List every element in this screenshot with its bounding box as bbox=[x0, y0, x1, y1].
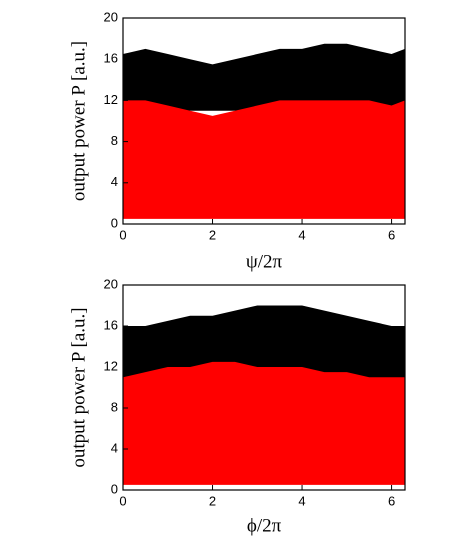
plot-frame bbox=[122, 17, 406, 225]
plot-frame bbox=[122, 284, 406, 491]
x-tick-label: 6 bbox=[388, 493, 395, 508]
y-tick-label: 20 bbox=[104, 9, 118, 24]
y-tick-label: 16 bbox=[104, 51, 118, 66]
scatter-band bbox=[123, 43, 405, 116]
y-tick-label: 0 bbox=[111, 215, 118, 230]
x-tick-label: 4 bbox=[298, 493, 305, 508]
x-tick-label: 6 bbox=[388, 227, 395, 242]
y-tick-label: 0 bbox=[111, 481, 118, 496]
x-axis-label: ϕ/2π bbox=[247, 515, 282, 536]
y-tick-label: 4 bbox=[111, 174, 118, 189]
y-tick-label: 16 bbox=[104, 317, 118, 332]
y-tick-label: 8 bbox=[111, 133, 118, 148]
x-axis-label: ψ/2π bbox=[246, 251, 283, 272]
x-tick-label: 0 bbox=[119, 493, 126, 508]
y-tick-label: 4 bbox=[111, 440, 118, 455]
x-tick-label: 2 bbox=[209, 227, 216, 242]
scatter-band bbox=[123, 361, 405, 485]
y-axis-label: output power P [a.u.] bbox=[68, 41, 89, 201]
x-tick-label: 0 bbox=[119, 227, 126, 242]
y-tick-label: 12 bbox=[104, 358, 118, 373]
scatter-band bbox=[123, 100, 405, 219]
y-tick-label: 8 bbox=[111, 399, 118, 414]
y-tick-label: 20 bbox=[104, 276, 118, 291]
x-tick-label: 2 bbox=[209, 493, 216, 508]
y-tick-label: 12 bbox=[104, 92, 118, 107]
y-axis-label: output power P [a.u.] bbox=[68, 307, 89, 467]
x-tick-label: 4 bbox=[298, 227, 305, 242]
